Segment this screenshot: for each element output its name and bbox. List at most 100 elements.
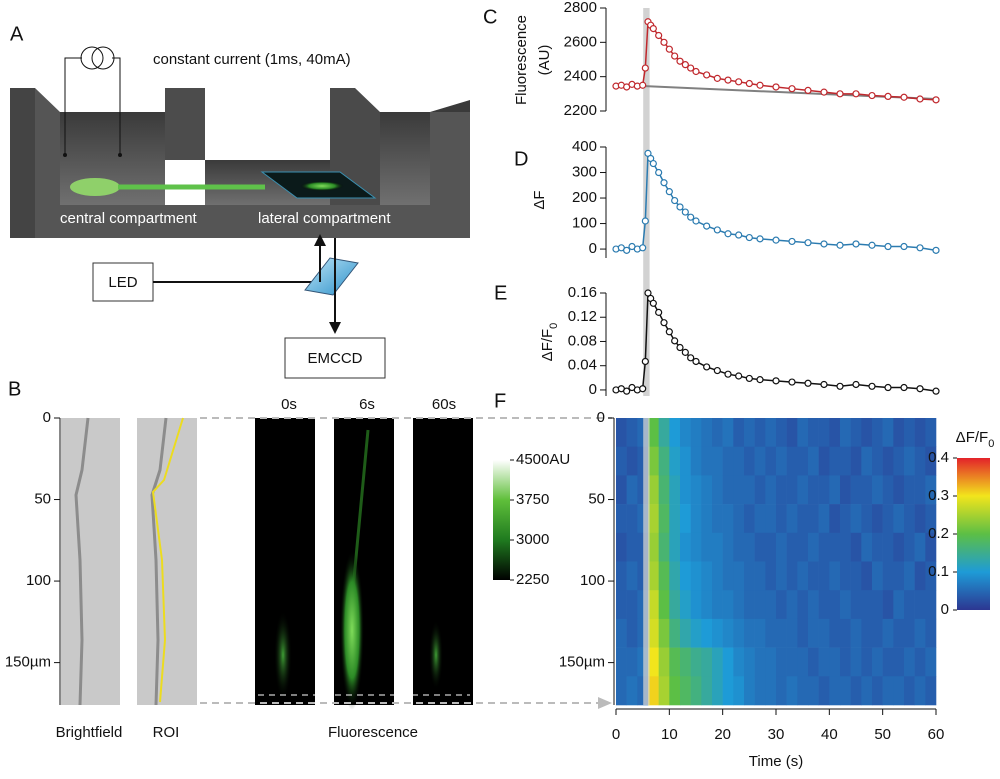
- heatmap-cell: [872, 676, 883, 706]
- colorbar: [493, 460, 510, 580]
- heatmap-cell: [626, 418, 638, 447]
- heatmap-cell: [690, 446, 702, 476]
- heatmap-cell: [882, 532, 894, 562]
- data-point: [724, 76, 732, 84]
- heatmap-cell: [616, 418, 627, 447]
- heatmap-cell: [722, 561, 734, 591]
- chamber-diagram: [10, 46, 470, 379]
- heatmap-cell: [648, 475, 659, 505]
- heatmap-cell: [861, 475, 873, 505]
- label-text: ΔF/F: [956, 429, 989, 446]
- y-tick-label: 100: [580, 572, 605, 589]
- heatmap-cell: [818, 475, 830, 505]
- heatmap-cell: [690, 532, 702, 562]
- y-tick-label: 0.08: [568, 332, 597, 349]
- heatmap-cell: [818, 561, 830, 591]
- heatmap-cell: [850, 475, 862, 505]
- data-point: [745, 79, 753, 88]
- data-point: [649, 299, 657, 307]
- heatmap-cell: [786, 590, 798, 620]
- heatmap-cell: [808, 561, 819, 591]
- heatmap-cell: [797, 676, 809, 706]
- data-point: [655, 31, 663, 40]
- heatmap-cell: [648, 590, 659, 620]
- heatmap-cell: [680, 504, 691, 534]
- heatmap-cell: [786, 532, 798, 562]
- heatmap-cell: [840, 446, 851, 476]
- heatmap-cell: [818, 647, 830, 677]
- heatmap-cell: [893, 446, 905, 476]
- data-point: [671, 337, 679, 345]
- heatmap-cell: [893, 676, 905, 706]
- heatmap-cell: [669, 647, 681, 677]
- heatmap-cell: [808, 446, 819, 476]
- x-tick-label: 50: [874, 726, 891, 743]
- heatmap-cell: [733, 590, 745, 620]
- data-point: [820, 240, 828, 248]
- heatmap-cell: [893, 561, 905, 591]
- colorbar-tick-label: 3750: [516, 491, 549, 508]
- heatmap-cell: [701, 618, 713, 648]
- heatmap-cell: [914, 475, 926, 505]
- heatmap-cell: [925, 561, 937, 591]
- data-point: [687, 354, 695, 362]
- y-tick-label: 2800: [564, 0, 597, 16]
- heatmap-cell: [722, 504, 734, 534]
- heatmap-cell: [744, 532, 755, 562]
- data-point: [900, 93, 908, 101]
- heatmap-cell: [818, 590, 830, 620]
- heatmap-cell: [626, 446, 638, 476]
- heatmap-cell: [872, 647, 883, 677]
- heatmap-cell: [658, 618, 670, 648]
- data-point: [724, 370, 732, 378]
- axis-label: ΔF/F0: [956, 429, 995, 450]
- heatmap-cell: [637, 618, 649, 648]
- data-point: [665, 188, 673, 196]
- micrographs: [61, 417, 612, 710]
- heatmap-cell: [872, 475, 883, 505]
- trace: [615, 292, 937, 393]
- heatmap-cell: [840, 475, 851, 505]
- x-tick-label: 30: [768, 726, 785, 743]
- heatmap-cell: [840, 532, 851, 562]
- data-point: [900, 383, 908, 392]
- data-point: [820, 380, 828, 389]
- heatmap-cell: [904, 532, 915, 562]
- label-text: ΔF/F: [539, 329, 556, 362]
- data-point: [868, 91, 876, 100]
- heatmap-cell: [882, 676, 894, 706]
- heatmap-cell: [648, 504, 659, 534]
- image-label: Brightfield: [56, 724, 123, 741]
- heatmap-cell: [648, 418, 659, 447]
- heatmap-cell: [658, 676, 670, 706]
- heatmap-cell: [701, 676, 713, 706]
- heatmap-cell: [616, 446, 627, 476]
- data-point: [772, 83, 780, 91]
- heatmap-cell: [744, 446, 755, 476]
- heatmap-cell: [658, 418, 670, 447]
- data-point: [660, 38, 668, 46]
- heatmap-cell: [616, 561, 627, 591]
- heatmap-cell: [797, 532, 809, 562]
- heatmap-cell: [914, 446, 926, 476]
- data-point: [703, 363, 711, 371]
- data-point: [788, 237, 796, 246]
- heatmap-cell: [690, 647, 702, 677]
- heatmap-cell: [818, 504, 830, 534]
- axis-label: ΔF/F0: [539, 323, 560, 362]
- heatmap-cell: [840, 618, 851, 648]
- data-point: [692, 217, 700, 225]
- data-point: [868, 382, 876, 390]
- heatmap-cell: [829, 446, 841, 476]
- heatmap-cell: [616, 647, 627, 677]
- heatmap-cell: [776, 647, 787, 677]
- data-point: [703, 71, 711, 79]
- heatmap-cell: [712, 532, 723, 562]
- heatmap-cell: [872, 561, 883, 591]
- heatmap-cell: [733, 475, 745, 505]
- heatmap-cell: [616, 504, 627, 534]
- heatmap-cell: [840, 676, 851, 706]
- data-point: [735, 78, 743, 86]
- heatmap-cell: [722, 676, 734, 706]
- heatmap-cell: [626, 532, 638, 562]
